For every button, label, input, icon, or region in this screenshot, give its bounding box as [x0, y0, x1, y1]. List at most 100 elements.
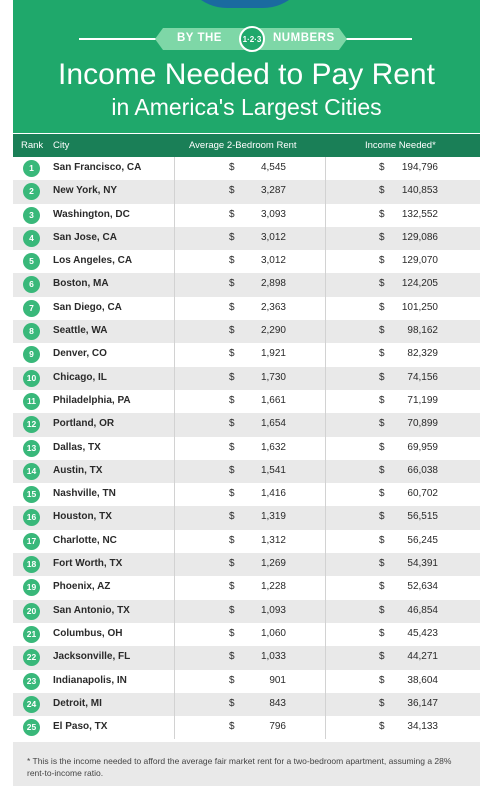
rent-value: 796 — [269, 721, 286, 733]
city-name: Chicago, IL — [53, 371, 107, 383]
income-value: 38,604 — [407, 674, 438, 686]
rent-value: 1,312 — [260, 534, 286, 546]
table-row: 8 Seattle, WA $2,290 $98,162 — [13, 320, 480, 344]
currency-symbol: $ — [379, 697, 385, 709]
rent-value: 2,898 — [260, 278, 286, 290]
city-name: San Diego, CA — [53, 301, 122, 313]
rank-badge: 24 — [23, 695, 40, 713]
city-name: Philadelphia, PA — [53, 394, 131, 406]
rank-badge: 23 — [23, 672, 40, 690]
rent-value: 1,269 — [260, 558, 286, 570]
city-name: Jacksonville, FL — [53, 651, 131, 663]
column-divider — [325, 483, 326, 507]
header: BY THE 1·2·3 NUMBERS Income Needed to Pa… — [13, 0, 480, 133]
table-row: 17 Charlotte, NC $1,312 $56,245 — [13, 529, 480, 554]
column-divider — [174, 669, 175, 693]
currency-symbol: $ — [379, 674, 385, 686]
rank-badge: 16 — [23, 509, 40, 527]
income-value: 101,250 — [401, 301, 438, 313]
income-value: 194,796 — [401, 162, 438, 173]
column-divider — [174, 483, 175, 507]
banner-left-text: BY THE — [177, 32, 222, 44]
column-divider — [325, 553, 326, 577]
table-row: 21 Columbus, OH $1,060 $45,423 — [13, 622, 480, 647]
column-divider — [174, 599, 175, 623]
city-name: El Paso, TX — [53, 721, 108, 733]
column-divider — [325, 436, 326, 460]
banner-rule-left — [79, 38, 159, 40]
column-header-rank: Rank — [21, 140, 44, 151]
table-row: 23 Indianapolis, IN $901 $38,604 — [13, 669, 480, 693]
column-divider — [325, 203, 326, 227]
rent-value: 3,287 — [260, 185, 286, 197]
table-row: 10 Chicago, IL $1,730 $74,156 — [13, 366, 480, 390]
rent-value: 3,012 — [260, 255, 286, 267]
rent-value: 1,541 — [260, 464, 286, 476]
income-value: 70,899 — [407, 418, 438, 430]
column-divider — [325, 226, 326, 251]
page-subtitle: in America's Largest Cities — [111, 94, 382, 120]
rent-value: 2,290 — [260, 325, 286, 337]
income-value: 124,205 — [401, 278, 438, 290]
column-divider — [325, 413, 326, 437]
table-row: 3 Washington, DC $3,093 $132,552 — [13, 203, 480, 227]
banner-rule-right — [346, 38, 412, 40]
rank-badge: 15 — [23, 486, 40, 504]
banner-ribbon: BY THE 1·2·3 NUMBERS — [155, 26, 347, 52]
table-body: 1 San Francisco, CA $4,545 $194,796 2 New Yor… — [13, 157, 480, 740]
currency-symbol: $ — [229, 231, 235, 243]
income-value: 54,391 — [407, 558, 438, 570]
table-row: 6 Boston, MA $2,898 $124,205 — [13, 273, 480, 297]
column-divider — [174, 320, 175, 344]
currency-symbol: $ — [379, 301, 385, 313]
column-divider — [174, 622, 175, 647]
rent-value: 843 — [269, 697, 286, 709]
table-row: 11 Philadelphia, PA $1,661 $71,199 — [13, 389, 480, 414]
income-value: 129,086 — [401, 231, 438, 243]
column-divider — [325, 622, 326, 647]
column-divider — [174, 576, 175, 600]
rent-value: 1,632 — [260, 441, 286, 453]
column-divider — [174, 180, 175, 204]
currency-symbol: $ — [229, 255, 235, 267]
table-row: 7 San Diego, CA $2,363 $101,250 — [13, 296, 480, 321]
currency-symbol: $ — [229, 464, 235, 476]
rent-value: 2,363 — [260, 301, 286, 313]
column-divider — [174, 436, 175, 460]
table-row: 16 Houston, TX $1,319 $56,515 — [13, 506, 480, 530]
currency-symbol: $ — [229, 558, 235, 570]
column-divider — [174, 250, 175, 274]
currency-symbol: $ — [379, 604, 385, 616]
table-row: 20 San Antonio, TX $1,093 $46,854 — [13, 599, 480, 623]
rent-value: 1,033 — [260, 651, 286, 663]
income-value: 71,199 — [407, 394, 438, 406]
rent-value: 1,416 — [260, 488, 286, 500]
rank-badge: 4 — [23, 229, 40, 247]
column-divider — [325, 599, 326, 623]
currency-symbol: $ — [229, 674, 235, 686]
rank-badge: 11 — [23, 392, 40, 410]
city-name: San Jose, CA — [53, 231, 117, 243]
column-divider — [174, 226, 175, 251]
rank-badge: 18 — [23, 556, 40, 574]
currency-symbol: $ — [229, 394, 235, 406]
currency-symbol: $ — [379, 441, 385, 453]
city-name: Boston, MA — [53, 278, 109, 290]
column-header-city: City — [53, 140, 70, 151]
income-value: 66,038 — [407, 464, 438, 476]
column-divider — [325, 250, 326, 274]
banner-right-text: NUMBERS — [273, 32, 335, 44]
rank-badge: 3 — [23, 206, 40, 224]
column-divider — [325, 716, 326, 740]
income-value: 56,515 — [407, 511, 438, 523]
rent-value: 1,730 — [260, 371, 286, 383]
rank-badge: 22 — [23, 649, 40, 667]
currency-symbol: $ — [379, 581, 385, 593]
rank-badge: 12 — [23, 416, 40, 434]
rank-badge: 10 — [23, 369, 40, 387]
column-divider — [174, 529, 175, 554]
column-divider — [325, 506, 326, 530]
currency-symbol: $ — [229, 581, 235, 593]
column-divider — [325, 576, 326, 600]
